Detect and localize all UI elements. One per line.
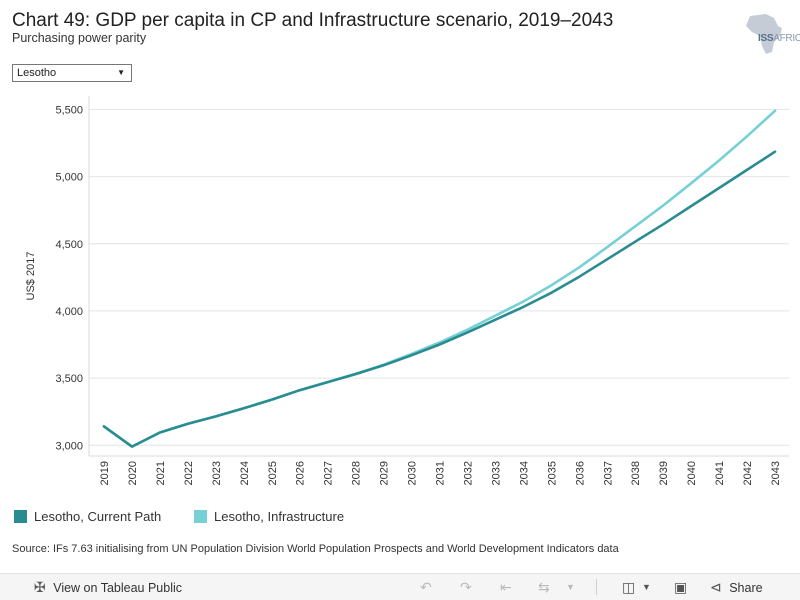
chart-title: Chart 49: GDP per capita in CP and Infra…: [12, 10, 614, 31]
fullscreen-icon[interactable]: ▣: [674, 579, 688, 595]
legend-item-infrastructure[interactable]: Lesotho, Infrastructure: [194, 509, 344, 524]
download-icon[interactable]: ◫: [622, 579, 636, 595]
share-label: Share: [729, 581, 763, 595]
toolbar-divider: [596, 579, 597, 595]
y-axis-label: US$ 2017: [25, 252, 37, 301]
x-tick-label-2035: 2035: [546, 461, 558, 485]
x-tick-label-2039: 2039: [658, 461, 670, 485]
x-tick-label-2019: 2019: [99, 461, 111, 485]
x-tick-label-2037: 2037: [602, 461, 614, 485]
country-select[interactable]: Lesotho ▼: [12, 64, 132, 82]
logo-label: ISSAFRICA: [758, 33, 800, 44]
x-tick-label-2040: 2040: [686, 461, 698, 485]
y-tick-label-5000: 5,000: [55, 172, 83, 184]
chart-subtitle: Purchasing power parity: [12, 31, 147, 45]
axis-layer: 3,000 3,500 4,000 4,500 5,000 5,500 US$ 2017 20…: [25, 96, 789, 485]
line-chart: 3,000 3,500 4,000 4,500 5,000 5,500 US$ 2017 20…: [25, 96, 789, 485]
x-tick-label-2042: 2042: [742, 461, 754, 485]
y-tick-label-4000: 4,000: [55, 306, 83, 318]
x-tick-label-2026: 2026: [295, 461, 307, 485]
x-tick-label-2041: 2041: [714, 461, 726, 485]
share-icon: ⊲: [710, 579, 722, 595]
y-tick-label-5500: 5,500: [55, 104, 83, 116]
x-tick-label-2024: 2024: [239, 461, 251, 485]
x-tick-label-2028: 2028: [351, 461, 363, 485]
africa-logo-icon: [746, 14, 782, 54]
x-tick-label-2029: 2029: [379, 461, 391, 485]
view-on-tableau-label: View on Tableau Public: [53, 581, 183, 595]
share-button[interactable]: ⊲ Share: [710, 579, 763, 596]
refresh-icon[interactable]: ⇆: [538, 579, 550, 595]
y-tick-label-4500: 4,500: [55, 239, 83, 251]
x-tick-label-2023: 2023: [211, 461, 223, 485]
x-tick-label-2030: 2030: [407, 461, 419, 485]
download-menu-chevron-icon[interactable]: ▼: [642, 582, 651, 592]
x-tick-label-2038: 2038: [630, 461, 642, 485]
tableau-logo-icon: ✠: [34, 579, 46, 595]
undo-icon[interactable]: ↶: [420, 579, 432, 595]
grid-layer: [89, 108, 789, 446]
series-line-infrastructure: [102, 109, 777, 448]
source-note: Source: IFs 7.63 initialising from UN Po…: [12, 543, 619, 555]
dropdown-arrow-icon: ▼: [117, 68, 125, 77]
x-tick-label-2036: 2036: [574, 461, 586, 485]
x-tick-label-2021: 2021: [155, 461, 167, 485]
series-line-current-path: [102, 150, 777, 448]
x-tick-label-2025: 2025: [267, 461, 279, 485]
x-tick-label-2022: 2022: [183, 461, 195, 485]
country-select-value: Lesotho: [17, 67, 57, 79]
legend-swatch-current-path: [14, 510, 27, 523]
view-on-tableau-button[interactable]: ✠ View on Tableau Public: [34, 579, 182, 596]
legend-swatch-infrastructure: [194, 510, 207, 523]
legend-label-infrastructure: Lesotho, Infrastructure: [214, 509, 345, 524]
redo-icon[interactable]: ↷: [460, 579, 472, 595]
x-tick-label-2031: 2031: [435, 461, 447, 485]
legend-label-current-path: Lesotho, Current Path: [34, 509, 162, 524]
x-tick-label-2032: 2032: [462, 461, 474, 485]
revert-icon[interactable]: ⇤: [500, 579, 512, 595]
y-tick-label-3000: 3,000: [55, 440, 83, 452]
x-tick-label-2027: 2027: [323, 461, 335, 485]
x-tick-label-2034: 2034: [518, 461, 530, 485]
x-tick-label-2020: 2020: [127, 461, 139, 485]
series-layer: [102, 109, 777, 448]
refresh-menu-chevron-icon[interactable]: ▼: [566, 582, 575, 592]
tableau-toolbar: ✠ View on Tableau Public ↶ ↷ ⇤ ⇆ ▼ ◫ ▼ ▣…: [0, 573, 800, 600]
x-tick-label-2033: 2033: [490, 461, 502, 485]
x-tick-label-2043: 2043: [770, 461, 782, 485]
y-tick-label-3500: 3,500: [55, 373, 83, 385]
legend-item-current-path[interactable]: Lesotho, Current Path: [14, 509, 161, 524]
